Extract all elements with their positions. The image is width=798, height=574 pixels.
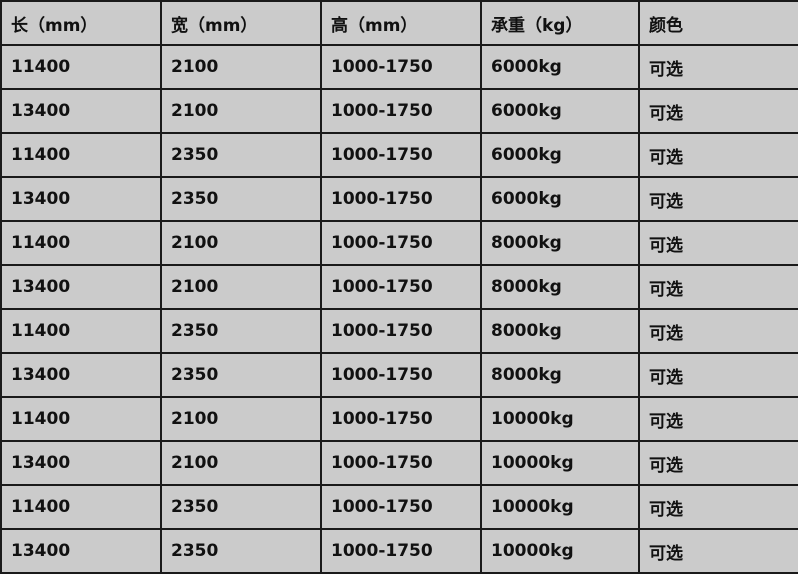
cell-length: 13400: [0, 352, 162, 398]
cell-height: 1000-1750: [320, 440, 482, 486]
header-width: 宽（mm）: [160, 0, 322, 46]
table-row: 13400 2350 1000-1750 8000kg 可选: [0, 352, 798, 398]
cell-length: 13400: [0, 528, 162, 574]
cell-load: 10000kg: [480, 440, 640, 486]
cell-length: 13400: [0, 440, 162, 486]
table-row: 13400 2100 1000-1750 10000kg 可选: [0, 440, 798, 486]
cell-load: 6000kg: [480, 176, 640, 222]
cell-height: 1000-1750: [320, 308, 482, 354]
cell-length: 13400: [0, 176, 162, 222]
cell-color: 可选: [638, 176, 798, 222]
cell-load: 10000kg: [480, 528, 640, 574]
cell-load: 10000kg: [480, 396, 640, 442]
header-color: 颜色: [638, 0, 798, 46]
cell-length: 11400: [0, 308, 162, 354]
cell-width: 2350: [160, 132, 322, 178]
cell-load: 8000kg: [480, 352, 640, 398]
header-length: 长（mm）: [0, 0, 162, 46]
cell-color: 可选: [638, 528, 798, 574]
cell-length: 11400: [0, 132, 162, 178]
cell-width: 2100: [160, 88, 322, 134]
cell-width: 2350: [160, 308, 322, 354]
cell-color: 可选: [638, 264, 798, 310]
table-row: 13400 2100 1000-1750 8000kg 可选: [0, 264, 798, 310]
cell-height: 1000-1750: [320, 88, 482, 134]
table-row: 13400 2350 1000-1750 10000kg 可选: [0, 528, 798, 574]
cell-length: 11400: [0, 220, 162, 266]
cell-width: 2100: [160, 220, 322, 266]
cell-color: 可选: [638, 88, 798, 134]
table-row: 11400 2100 1000-1750 8000kg 可选: [0, 220, 798, 266]
cell-length: 11400: [0, 484, 162, 530]
cell-width: 2350: [160, 528, 322, 574]
table-row: 13400 2100 1000-1750 6000kg 可选: [0, 88, 798, 134]
cell-load: 6000kg: [480, 44, 640, 90]
cell-width: 2350: [160, 352, 322, 398]
cell-color: 可选: [638, 44, 798, 90]
cell-load: 10000kg: [480, 484, 640, 530]
table-row: 11400 2350 1000-1750 10000kg 可选: [0, 484, 798, 530]
cell-color: 可选: [638, 220, 798, 266]
cell-load: 8000kg: [480, 308, 640, 354]
table-row: 11400 2100 1000-1750 6000kg 可选: [0, 44, 798, 90]
cell-width: 2350: [160, 484, 322, 530]
cell-height: 1000-1750: [320, 220, 482, 266]
cell-height: 1000-1750: [320, 396, 482, 442]
table-row: 11400 2100 1000-1750 10000kg 可选: [0, 396, 798, 442]
header-load: 承重（kg）: [480, 0, 640, 46]
cell-color: 可选: [638, 308, 798, 354]
cell-height: 1000-1750: [320, 132, 482, 178]
cell-height: 1000-1750: [320, 528, 482, 574]
cell-color: 可选: [638, 132, 798, 178]
cell-width: 2100: [160, 44, 322, 90]
table-row: 11400 2350 1000-1750 6000kg 可选: [0, 132, 798, 178]
cell-width: 2100: [160, 440, 322, 486]
cell-length: 11400: [0, 396, 162, 442]
cell-load: 6000kg: [480, 88, 640, 134]
cell-height: 1000-1750: [320, 484, 482, 530]
cell-height: 1000-1750: [320, 264, 482, 310]
table-row: 11400 2350 1000-1750 8000kg 可选: [0, 308, 798, 354]
cell-color: 可选: [638, 352, 798, 398]
cell-length: 13400: [0, 88, 162, 134]
cell-length: 13400: [0, 264, 162, 310]
cell-width: 2100: [160, 396, 322, 442]
cell-height: 1000-1750: [320, 176, 482, 222]
cell-load: 8000kg: [480, 220, 640, 266]
cell-length: 11400: [0, 44, 162, 90]
cell-height: 1000-1750: [320, 352, 482, 398]
header-row: 长（mm） 宽（mm） 高（mm） 承重（kg） 颜色: [0, 0, 798, 46]
cell-color: 可选: [638, 484, 798, 530]
table-row: 13400 2350 1000-1750 6000kg 可选: [0, 176, 798, 222]
header-height: 高（mm）: [320, 0, 482, 46]
cell-color: 可选: [638, 440, 798, 486]
cell-load: 6000kg: [480, 132, 640, 178]
cell-height: 1000-1750: [320, 44, 482, 90]
cell-width: 2350: [160, 176, 322, 222]
cell-color: 可选: [638, 396, 798, 442]
cell-width: 2100: [160, 264, 322, 310]
cell-load: 8000kg: [480, 264, 640, 310]
